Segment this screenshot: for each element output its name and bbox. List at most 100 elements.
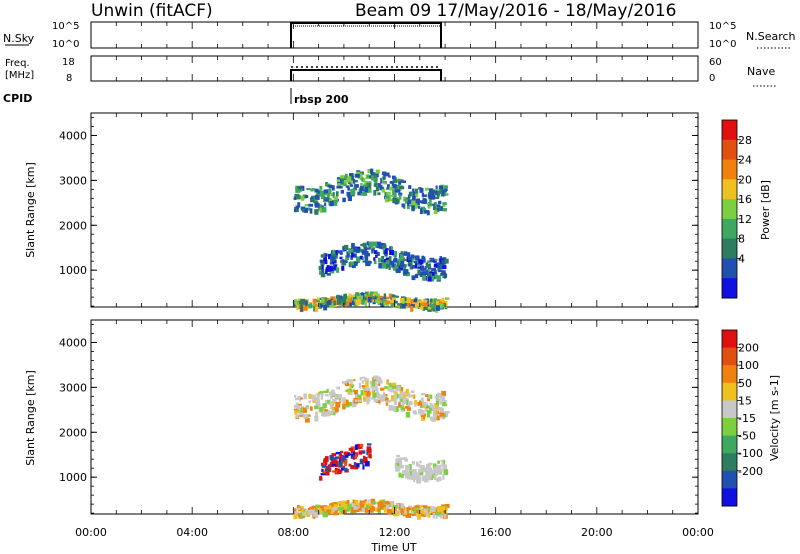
velocity-data-cell [392,506,395,512]
power-data-cell [400,303,403,309]
power-data-cell [330,300,336,303]
velocity-data-cell [354,499,359,506]
velocity-data-cell [430,473,435,479]
velocity-data-cell [331,392,336,396]
velocity-data-cell [434,396,440,399]
power-data-cell [348,293,352,298]
power-data-cell [310,198,314,201]
power-data-cell [331,185,335,191]
power-data-cell [296,302,299,307]
nsky-tick-high: 10^5 [52,21,79,32]
velocity-data-cell [361,376,365,379]
power-data-cell [408,256,413,261]
power-y-tick-label: 1000 [59,264,87,277]
power-data-cell [431,275,435,282]
nave-label: Nave [747,65,775,78]
velocity-data-cell [407,407,411,411]
velocity-data-cell [362,392,367,396]
velocity-data-cell [404,406,409,409]
velocity-data-cell [352,499,355,503]
power-data-cell [444,188,448,191]
velocity-data-cell [405,465,410,470]
power-data-cell [383,174,386,177]
velocity-data-cell [313,512,318,517]
power-data-cell [389,181,394,184]
power-data-cell [408,185,412,189]
velocity-data-cell [293,408,299,412]
power-data-cell [385,196,389,203]
velocity-data-cell [359,376,362,381]
power-data-cell [426,260,430,263]
power-data-cell [403,266,406,272]
velocity-data-cell [371,501,376,504]
velocity-data-cell [428,462,433,466]
power-data-cell [321,298,325,302]
power-data-cell [328,188,332,194]
velocity-data-cell [345,399,349,405]
velocity-data-cell [436,512,441,516]
power-data-cell [300,206,306,211]
power-data-cell [324,253,328,257]
velocity-data-cell [422,402,425,409]
power-data-cell [353,294,358,300]
power-data-cell [382,248,386,255]
power-data-cell [388,255,392,262]
power-data-cell [441,301,446,305]
velocity-data-cell [393,406,399,412]
freq-panel: Freq. [MHz] 18 8 60 0 Nave [5,55,777,87]
velocity-data-cell [391,384,396,389]
power-data-cell [426,305,431,310]
velocity-data-cell [444,503,450,508]
velocity-data-cell [324,411,330,417]
velocity-data-cell [339,399,342,402]
velocity-data-cell [335,451,341,455]
power-data-cell [392,198,397,203]
velocity-data-cell [396,454,401,458]
power-data-cell [347,195,352,202]
velocity-data-cell [361,450,366,454]
power-data-cell [350,300,355,306]
nsky-panel: N.Sky 10^5 10^0 10^5 10^0 N.Search [3,21,796,50]
power-data-cell [319,303,324,307]
velocity-data-cell [351,503,355,510]
power-colorbar-swatch [722,258,737,279]
velocity-data-cell [306,406,310,410]
velocity-data-cell [310,406,313,411]
power-data-cell [434,275,438,280]
power-data-cell [427,266,432,270]
power-data-cell [410,305,414,312]
velocity-data-cell [334,467,338,471]
power-data-cell [297,202,301,208]
power-data-cell [392,183,397,189]
freq-tick-low: 8 [66,73,72,84]
velocity-data-cell [417,401,423,406]
power-data-cell [356,256,361,263]
velocity-colorbar-swatch [722,435,737,454]
velocity-colorbar-label: Velocity [m s-1] [768,375,781,461]
power-data-cell [379,184,383,191]
power-data-cell [389,260,395,265]
power-data-cell [362,260,366,263]
velocity-data-cell [439,468,443,472]
power-data-cell [438,264,441,269]
power-data-cell [329,269,335,274]
power-data-cell [308,303,313,308]
velocity-data-cell [399,388,403,394]
velocity-data-cell [331,470,336,473]
power-colorbar-tick: 28 [738,134,752,147]
power-data-cell [375,254,378,258]
velocity-data-cell [327,468,332,472]
power-data-cell [443,185,449,188]
power-data-cell [441,189,446,194]
velocity-data-cell [320,473,326,476]
power-data-cell [410,304,415,308]
power-data-cell [444,193,449,196]
power-data-cell [427,276,433,280]
velocity-data-cell [416,463,421,467]
power-data-cell [346,251,350,258]
power-data-cell [379,244,382,249]
cpid-value: rbsp 200 [294,93,349,106]
velocity-data-cell [423,467,428,473]
power-data-cell [377,300,380,305]
